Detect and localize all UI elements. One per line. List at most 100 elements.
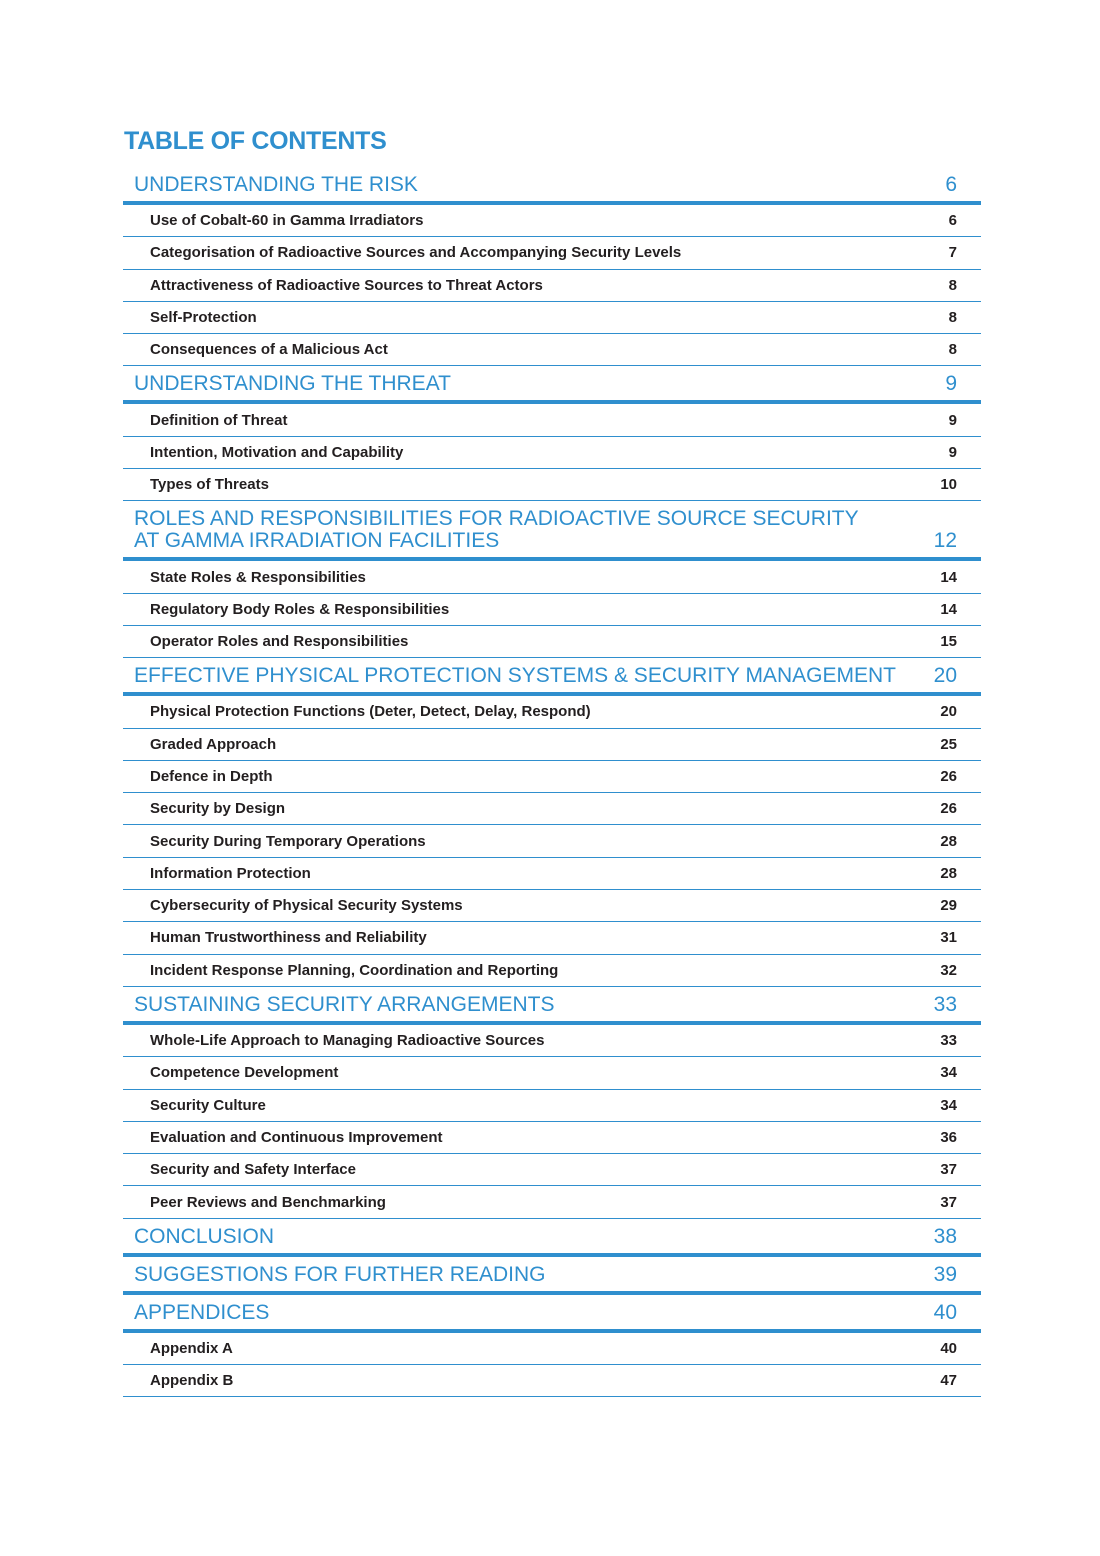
section-title: SUGGESTIONS FOR FURTHER READING (134, 1263, 545, 1286)
section-title-line: ROLES AND RESPONSIBILITIES FOR RADIOACTI… (134, 507, 859, 531)
toc-entry[interactable]: Cybersecurity of Physical Security Syste… (123, 890, 981, 923)
section-title-line: AT GAMMA IRRADIATION FACILITIES (134, 529, 500, 553)
entry-page-number: 15 (940, 633, 957, 651)
entry-title: Evaluation and Continuous Improvement (150, 1128, 443, 1146)
entry-title: Security by Design (150, 800, 286, 818)
toc-section-heading[interactable]: UNDERSTANDING THE RISK 6 (123, 167, 981, 205)
toc-entry[interactable]: Appendix A 40 (123, 1333, 981, 1366)
section-title: UNDERSTANDING THE THREAT (134, 373, 451, 395)
section-title-line: SUSTAINING SECURITY ARRANGEMENTS (134, 992, 555, 1016)
toc-entry[interactable]: Definition of Threat 9 (123, 404, 981, 437)
section-title: EFFECTIVE PHYSICAL PROTECTION SYSTEMS & … (134, 665, 896, 687)
section-title: ROLES AND RESPONSIBILITIES FOR RADIOACTI… (134, 508, 859, 552)
toc-entry[interactable]: Security and Safety Interface 37 (123, 1154, 981, 1187)
entry-page-number: 34 (940, 1064, 957, 1082)
table-of-contents: UNDERSTANDING THE RISK 6 Use of Cobalt-60 … (123, 167, 981, 1398)
toc-entry[interactable]: State Roles & Responsibilities 14 (123, 561, 981, 594)
toc-section-heading[interactable]: SUGGESTIONS FOR FURTHER READING 39 (123, 1257, 981, 1295)
section-title: SUSTAINING SECURITY ARRANGEMENTS (134, 992, 555, 1016)
section-page-number: 39 (933, 1262, 957, 1286)
entry-title: Competence Development (150, 1064, 339, 1082)
toc-entry[interactable]: Evaluation and Continuous Improvement 36 (123, 1122, 981, 1155)
section-page-number: 33 (933, 992, 957, 1016)
entry-page-number: 26 (940, 768, 957, 785)
entry-title: Categorisation of Radioactive Sources an… (150, 244, 682, 262)
entry-page-number: 6 (948, 212, 957, 230)
entry-title: Attractiveness of Radioactive Sources to… (150, 276, 543, 294)
toc-entry[interactable]: Security During Temporary Operations 28 (123, 825, 981, 858)
toc-entry[interactable]: Types of Threats 10 (123, 469, 981, 502)
entry-title: Regulatory Body Roles & Responsibilities (150, 600, 450, 618)
entry-page-number: 29 (940, 897, 957, 915)
toc-entry[interactable]: Appendix B 47 (123, 1365, 981, 1398)
toc-entry[interactable]: Security Culture 34 (123, 1090, 981, 1122)
section-title: APPENDICES (134, 1300, 270, 1324)
toc-entry[interactable]: Incident Response Planning, Coordination… (123, 955, 981, 987)
entry-title: Definition of Threat (150, 411, 288, 429)
toc-entry[interactable]: Categorisation of Radioactive Sources an… (123, 237, 981, 270)
entry-page-number: 14 (940, 568, 957, 586)
entry-title: Operator Roles and Responsibilities (150, 633, 409, 651)
toc-entry[interactable]: Self-Protection 8 (123, 302, 981, 335)
section-page-number: 6 (945, 173, 957, 196)
entry-page-number: 36 (940, 1128, 957, 1146)
toc-entry[interactable]: Attractiveness of Radioactive Sources to… (123, 270, 981, 302)
section-title-line: APPENDICES (134, 1300, 270, 1324)
entry-title: Security During Temporary Operations (150, 832, 426, 850)
entry-page-number: 20 (940, 703, 957, 721)
entry-title: Appendix B (150, 1372, 234, 1390)
entry-title: Whole-Life Approach to Managing Radioact… (150, 1032, 545, 1050)
toc-entry[interactable]: Information Protection 28 (123, 858, 981, 891)
entry-page-number: 37 (940, 1193, 957, 1211)
entry-page-number: 37 (940, 1161, 957, 1179)
toc-section-heading[interactable]: APPENDICES 40 (123, 1295, 981, 1333)
toc-section-heading[interactable]: UNDERSTANDING THE THREAT 9 (123, 366, 981, 405)
toc-entry[interactable]: Human Trustworthiness and Reliability 31 (123, 922, 981, 955)
toc-entry[interactable]: Defence in Depth 26 (123, 761, 981, 794)
toc-section-heading[interactable]: ROLES AND RESPONSIBILITIES FOR RADIOACTI… (123, 501, 981, 562)
section-title-line: EFFECTIVE PHYSICAL PROTECTION SYSTEMS & … (134, 664, 896, 688)
entry-title: Graded Approach (150, 735, 277, 753)
entry-page-number: 9 (948, 443, 957, 461)
entry-title: Incident Response Planning, Coordination… (150, 961, 559, 979)
entry-page-number: 31 (940, 929, 957, 947)
toc-section-heading[interactable]: EFFECTIVE PHYSICAL PROTECTION SYSTEMS & … (123, 658, 981, 697)
toc-entry[interactable]: Consequences of a Malicious Act 8 (123, 334, 981, 367)
toc-entry[interactable]: Regulatory Body Roles & Responsibilities… (123, 594, 981, 626)
entry-title: Physical Protection Functions (Deter, De… (150, 703, 591, 721)
toc-entry[interactable]: Competence Development 34 (123, 1057, 981, 1090)
toc-entry[interactable]: Graded Approach 25 (123, 729, 981, 761)
toc-entry[interactable]: Operator Roles and Responsibilities 15 (123, 626, 981, 659)
entry-page-number: 7 (948, 244, 957, 262)
toc-entry[interactable]: Security by Design 26 (123, 793, 981, 826)
entry-page-number: 40 (940, 1339, 957, 1357)
section-page-number: 12 (933, 529, 957, 553)
entry-title: State Roles & Responsibilities (150, 568, 366, 586)
entry-page-number: 26 (940, 800, 957, 818)
entry-title: Self-Protection (150, 309, 257, 327)
toc-section-heading[interactable]: SUSTAINING SECURITY ARRANGEMENTS 33 (123, 987, 981, 1025)
entry-title: Information Protection (150, 864, 311, 882)
entry-title: Cybersecurity of Physical Security Syste… (150, 897, 463, 915)
entry-page-number: 8 (948, 276, 957, 294)
toc-entry[interactable]: Intention, Motivation and Capability 9 (123, 437, 981, 470)
toc-entry[interactable]: Peer Reviews and Benchmarking 37 (123, 1186, 981, 1219)
entry-title: Consequences of a Malicious Act (150, 341, 388, 359)
entry-title: Appendix A (150, 1339, 233, 1357)
entry-page-number: 8 (948, 309, 957, 327)
section-title: CONCLUSION (134, 1225, 274, 1248)
entry-page-number: 9 (948, 411, 957, 429)
toc-entry[interactable]: Use of Cobalt-60 in Gamma Irradiators 6 (123, 205, 981, 238)
entry-page-number: 32 (940, 961, 957, 979)
entry-title: Defence in Depth (150, 768, 273, 785)
section-page-number: 20 (933, 664, 957, 688)
entry-title: Types of Threats (150, 476, 269, 494)
entry-page-number: 25 (940, 735, 957, 753)
section-title-line: UNDERSTANDING THE RISK (134, 173, 418, 196)
section-page-number: 38 (933, 1224, 957, 1248)
section-page-number: 40 (933, 1300, 957, 1324)
toc-section-heading[interactable]: CONCLUSION 38 (123, 1219, 981, 1257)
toc-entry[interactable]: Physical Protection Functions (Deter, De… (123, 696, 981, 729)
toc-entry[interactable]: Whole-Life Approach to Managing Radioact… (123, 1025, 981, 1058)
entry-title: Intention, Motivation and Capability (150, 443, 404, 461)
